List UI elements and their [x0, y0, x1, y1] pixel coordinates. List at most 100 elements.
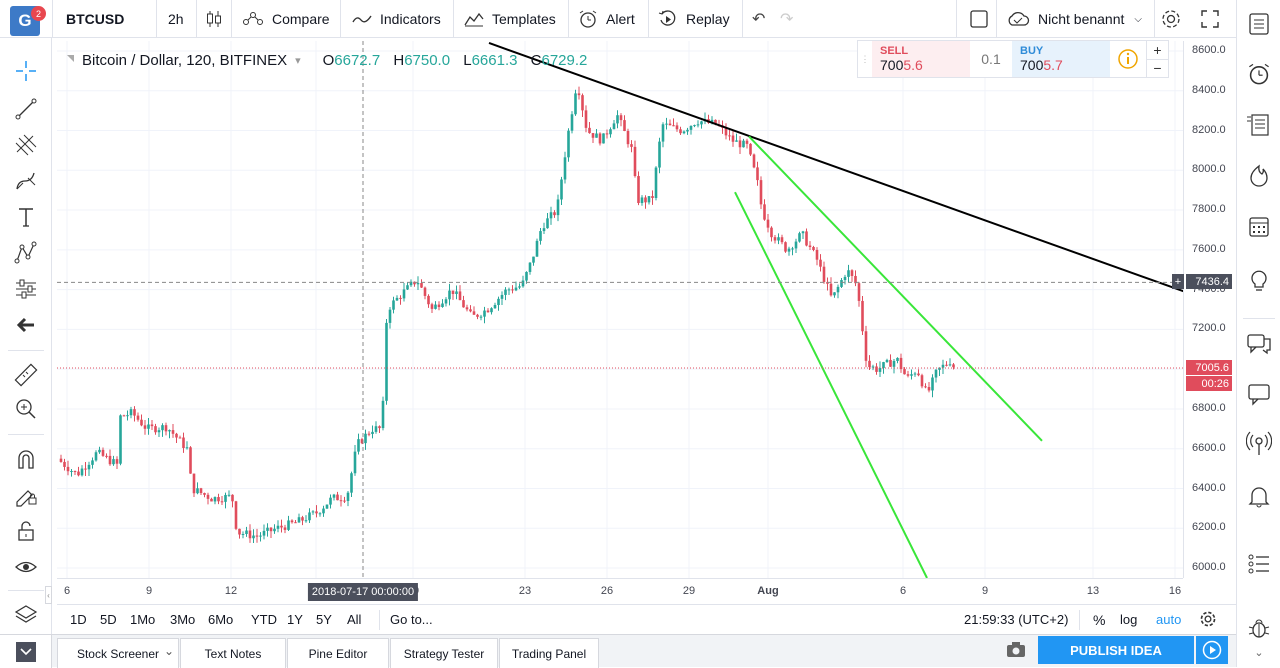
zoom-tool[interactable]: [10, 394, 42, 424]
quantity-field[interactable]: 0.1: [981, 51, 1001, 67]
prediction-tool[interactable]: [10, 274, 42, 304]
lock-drawings-tool[interactable]: [10, 516, 42, 546]
tab-trading-panel[interactable]: Trading Panel: [499, 638, 599, 668]
settings-button[interactable]: [1160, 0, 1182, 38]
interval-button[interactable]: 2h: [168, 11, 184, 27]
pattern-tool[interactable]: [10, 238, 42, 268]
trendline-tool[interactable]: [10, 94, 42, 124]
fullscreen-toggle-button[interactable]: [970, 0, 988, 38]
alerts-button[interactable]: [1243, 58, 1275, 90]
tab-pine-editor[interactable]: Pine Editor: [287, 638, 389, 668]
separator: [1079, 610, 1080, 630]
compare-button[interactable]: Compare: [242, 0, 330, 38]
drag-handle[interactable]: ⋮: [860, 53, 870, 64]
templates-button[interactable]: Templates: [464, 0, 556, 38]
candle-up: [196, 488, 199, 494]
tab-stock-screener[interactable]: Stock Screener ⌄: [57, 638, 179, 668]
legend-symbol-title[interactable]: Bitcoin / Dollar, 120, BITFINEX: [82, 52, 288, 69]
auto-scale-toggle[interactable]: auto: [1156, 612, 1182, 627]
candle-down: [623, 120, 626, 132]
publish-idea-button[interactable]: PUBLISH IDEA: [1038, 636, 1194, 664]
hide-drawings-tool[interactable]: [10, 552, 42, 582]
redo-icon[interactable]: ↷: [780, 11, 794, 28]
brush-tool[interactable]: [10, 166, 42, 196]
pitchfork-tool[interactable]: [10, 130, 42, 160]
symbol-search-button[interactable]: BTCUSD: [66, 11, 125, 27]
streams-button[interactable]: [1243, 428, 1275, 460]
notifications-button[interactable]: [1243, 480, 1275, 512]
time-tick-label: 16: [1168, 585, 1182, 597]
sell-label: SELL: [880, 45, 909, 57]
candle-up: [794, 241, 798, 249]
add-alert-plus-icon[interactable]: +: [1172, 274, 1184, 290]
percent-scale-toggle[interactable]: %: [1093, 612, 1106, 628]
range-button-1y[interactable]: 1Y: [287, 612, 303, 627]
range-button-1mo[interactable]: 1Mo: [130, 612, 156, 627]
range-button-5y[interactable]: 5Y: [316, 612, 332, 627]
watchlist-button[interactable]: [1243, 8, 1275, 40]
time-axis[interactable]: 69121519232629Aug6913162018-07-17 00:00:…: [57, 578, 1183, 604]
decrease-quantity-button[interactable]: −: [1153, 60, 1162, 77]
range-button-3mo[interactable]: 3Mo: [170, 612, 196, 627]
buy-button[interactable]: BUY 7005.7: [1012, 41, 1110, 77]
time-tick-label: 9: [145, 585, 153, 597]
increase-quantity-button[interactable]: +: [1147, 41, 1168, 60]
hotlists-button[interactable]: [1243, 160, 1275, 192]
candle-down: [952, 364, 955, 368]
tab-strategy-tester[interactable]: Strategy Tester: [390, 638, 498, 668]
gear-icon: [1162, 10, 1180, 28]
range-button-ytd[interactable]: YTD: [251, 612, 277, 627]
undo-icon[interactable]: ↶: [752, 11, 766, 28]
alert-button[interactable]: Alert: [578, 0, 635, 38]
collapse-sidebar-button[interactable]: ⌄: [1243, 640, 1275, 664]
price-axis[interactable]: 8600.08400.08200.08000.07800.07600.07400…: [1172, 41, 1236, 578]
collapse-legend-icon[interactable]: [67, 55, 74, 62]
indicators-button[interactable]: Indicators: [352, 0, 441, 38]
snapshot-button[interactable]: [1006, 641, 1026, 662]
order-panel-button[interactable]: [1243, 548, 1275, 580]
candle-down: [917, 373, 920, 376]
clock-label[interactable]: 21:59:33 (UTC+2): [964, 612, 1069, 627]
crosshair-price-badge: 7436.4: [1186, 274, 1232, 290]
calendar-button[interactable]: [1243, 210, 1275, 242]
back-tool[interactable]: [10, 310, 42, 340]
chart-pane[interactable]: [57, 41, 1183, 578]
measure-tool[interactable]: [10, 360, 42, 390]
tab-text-notes[interactable]: Text Notes: [180, 638, 286, 668]
fullscreen-button[interactable]: [1200, 0, 1220, 38]
goto-button[interactable]: Go to...: [390, 612, 433, 627]
bug-report-button[interactable]: [1243, 612, 1275, 644]
stay-in-drawing-tool[interactable]: [10, 480, 42, 510]
candle-up: [311, 511, 315, 513]
replay-button[interactable]: Replay: [658, 0, 730, 38]
ideas-button[interactable]: [1243, 264, 1275, 296]
publish-video-button[interactable]: [1196, 636, 1228, 664]
range-button-6mo[interactable]: 6Mo: [208, 612, 234, 627]
chart-type-button[interactable]: [206, 0, 230, 38]
range-button-all[interactable]: All: [347, 612, 362, 627]
candle-down: [465, 307, 469, 310]
price-chart[interactable]: [57, 41, 1183, 578]
chevron-down-icon[interactable]: ▾: [295, 55, 301, 67]
magnet-tool[interactable]: [10, 444, 42, 474]
chats-button[interactable]: [1243, 328, 1275, 360]
collapse-toolbar-button[interactable]: ‹: [45, 586, 52, 604]
collapse-panel-button[interactable]: [0, 635, 52, 668]
messages-button[interactable]: [1243, 378, 1275, 410]
text-tool[interactable]: [10, 202, 42, 232]
crosshair-tool[interactable]: [10, 56, 42, 86]
range-button-5d[interactable]: 5D: [100, 612, 117, 627]
trendline-3: [734, 191, 928, 578]
log-scale-toggle[interactable]: log: [1120, 612, 1138, 627]
chevron-down-icon[interactable]: ⌄: [163, 644, 174, 658]
candle-down: [906, 374, 910, 376]
data-window-button[interactable]: [1243, 108, 1275, 140]
info-button[interactable]: [1110, 41, 1146, 77]
range-button-1d[interactable]: 1D: [70, 612, 87, 627]
candle-up: [70, 471, 73, 473]
object-tree-tool[interactable]: [10, 600, 42, 630]
chart-settings-button[interactable]: [1199, 610, 1217, 631]
price-tick-label: 7600.0: [1192, 242, 1226, 255]
sell-button[interactable]: SELL 7005.6: [872, 41, 970, 77]
layout-name-button[interactable]: Nicht benannt ⌵: [1006, 0, 1142, 38]
